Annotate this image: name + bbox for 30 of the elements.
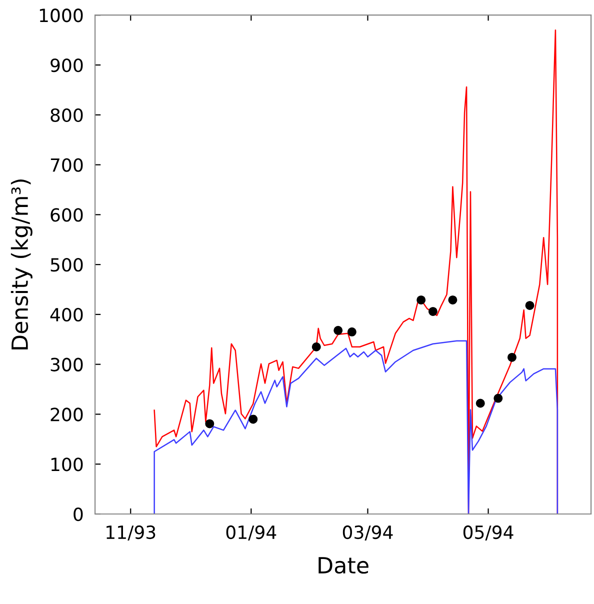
y-tick-label: 0 <box>74 507 83 522</box>
y-tick-label: 600 <box>50 208 83 222</box>
y-tick-label: 800 <box>50 108 83 122</box>
y-tick-label: 300 <box>50 358 83 372</box>
point <box>428 306 438 316</box>
point <box>334 326 343 335</box>
y-axis-title: Density (kg/m³) <box>10 180 32 350</box>
y-tick-label: 200 <box>50 408 83 422</box>
x-tick-label: 05/94 <box>463 525 514 541</box>
line-series <box>154 340 558 514</box>
point <box>347 327 356 336</box>
point <box>416 295 426 304</box>
y-tick-label: 900 <box>50 58 83 72</box>
point <box>312 342 321 352</box>
point <box>525 300 534 310</box>
point <box>494 394 503 403</box>
x-axis-title: Date <box>318 557 368 574</box>
x-tick-label: 01/94 <box>226 525 276 541</box>
y-tick-label: 400 <box>50 308 83 322</box>
y-tick-label: 1000 <box>40 8 83 22</box>
point <box>476 398 485 408</box>
y-tick-label: 500 <box>50 258 83 272</box>
x-tick-label: 03/94 <box>342 525 393 541</box>
point <box>448 295 458 304</box>
point <box>205 419 214 428</box>
y-tick-label: 100 <box>51 458 83 472</box>
y-tick-label: 700 <box>50 158 83 172</box>
point <box>507 352 516 362</box>
point <box>248 414 258 424</box>
x-tick-label: 11/93 <box>106 525 156 541</box>
